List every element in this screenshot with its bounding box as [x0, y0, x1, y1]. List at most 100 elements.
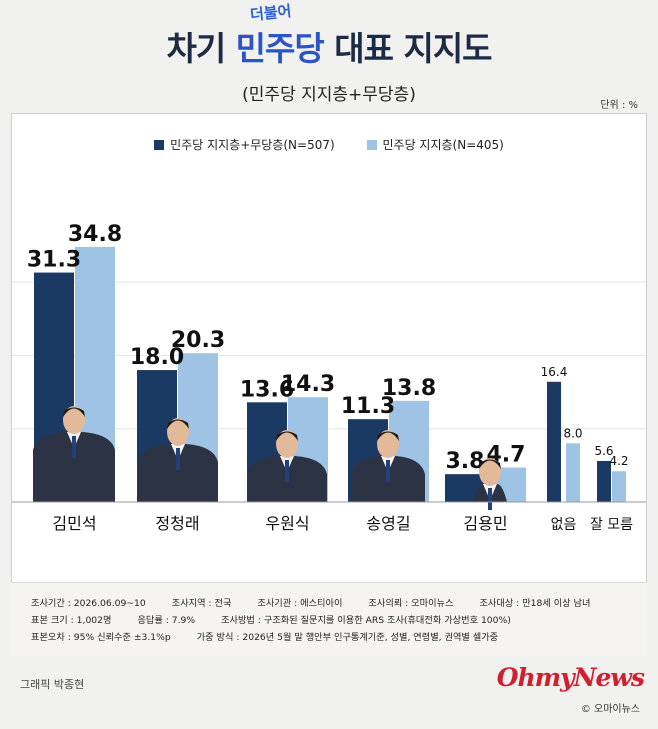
category-label-정청래: 정청래: [155, 514, 199, 533]
bar-잘 모름-series2: [612, 471, 626, 502]
copyright: © 오마이뉴스: [580, 704, 640, 715]
survey-info-value: 1,002명: [76, 615, 112, 626]
data-label-정청래-series2: 20.3: [171, 328, 225, 353]
subtitle: (민주당 지지층+무당층): [242, 85, 416, 105]
candidate-photo-우원식-hair: [276, 431, 298, 441]
candidate-photo-송영길-head: [377, 430, 399, 458]
survey-info-item: 조사의뢰 : 오마이뉴스: [368, 598, 454, 609]
survey-info-item: 가중 방식 : 2026년 5월 말 행안부 인구통계기준, 성별, 연령별, …: [196, 632, 499, 643]
survey-info-key: 표본오차: [31, 632, 65, 643]
legend: 민주당 지지층+무당층(N=507) 민주당 지지층(N=405): [0, 136, 658, 153]
survey-info-value: 95% 신뢰수준 ±3.1%p: [73, 632, 171, 643]
unit-label: 단위 : %: [600, 100, 638, 111]
category-label-우원식: 우원식: [265, 514, 309, 533]
candidate-photo-정청래-tie: [176, 448, 180, 470]
legend-label-series2: 민주당 지지층(N=405): [382, 138, 504, 152]
survey-info-value: 구조화된 질문지를 이용한 ARS 조사(휴대전화 가상번호 100%): [263, 615, 511, 626]
title-party-text: 민주당: [235, 29, 325, 68]
chart-panel: [11, 113, 647, 656]
data-label-송영길-series1: 11.3: [341, 394, 395, 419]
survey-info-key: 조사대상: [479, 598, 514, 609]
survey-info-value: 2026.06.09~10: [73, 598, 146, 609]
data-label-없음-series2: 8.0: [563, 426, 582, 440]
survey-info-value: 7.9%: [171, 615, 196, 626]
category-label-없음: 없음: [551, 517, 577, 533]
title-suffix: 대표 지지도: [323, 29, 492, 68]
survey-info-key: 표본 크기: [31, 615, 68, 626]
data-label-김민석-series2: 34.8: [68, 222, 122, 247]
legend-item-series2: 민주당 지지층(N=405): [366, 136, 504, 153]
candidate-photo-우원식: [247, 430, 327, 502]
ohmynews-logo: OhmyNews: [496, 663, 645, 692]
survey-info-item: 표본오차 : 95% 신뢰수준 ±3.1%p: [31, 632, 171, 643]
bar-없음-series1: [547, 381, 561, 502]
category-label-잘 모름: 잘 모름: [590, 517, 633, 533]
data-label-우원식-series2: 14.3: [281, 372, 335, 397]
data-label-김용민-series1: 3.8: [446, 449, 485, 474]
title-container: 차기 더불어 민주당 대표 지지도: [0, 2, 658, 70]
category-label-김민석: 김민석: [52, 514, 96, 533]
survey-info-row-2: 표본오차 : 95% 신뢰수준 ±3.1%p 가중 방식 : 2026년 5월 말…: [31, 629, 524, 643]
candidate-photo-김용민-tie: [488, 488, 492, 510]
survey-info-value: 만18세 이상 남녀: [522, 598, 591, 609]
candidate-photo-김용민: [473, 458, 507, 510]
candidate-photo-정청래-suit: [138, 444, 218, 502]
survey-info-value: 에스티아이: [300, 598, 343, 609]
candidate-photo-김민석-suit: [33, 432, 115, 502]
candidate-photo-김용민-hair: [479, 459, 501, 469]
candidate-photo-송영길-hair: [377, 431, 399, 441]
legend-label-series1: 민주당 지지층+무당층(N=507): [170, 138, 335, 152]
data-label-김민석-series1: 31.3: [27, 248, 81, 273]
candidate-photo-김민석-head: [63, 406, 85, 434]
survey-info-value: 2026년 5월 말 행안부 인구통계기준, 성별, 연령별, 권역별 셀가중: [242, 632, 499, 643]
data-label-우원식-series1: 13.6: [240, 377, 294, 402]
survey-info-key: 조사기관: [257, 598, 292, 609]
candidate-photo-김민석-hair: [63, 407, 85, 417]
category-label-김용민: 김용민: [463, 514, 507, 533]
candidate-photo-김민석-tie: [72, 436, 76, 458]
data-label-잘 모름-series2: 4.2: [609, 454, 628, 468]
data-label-잘 모름-series1: 5.6: [594, 444, 613, 458]
candidate-photo-송영길: [351, 430, 425, 502]
survey-info: 조사기간 : 2026.06.09~10 조사지역 : 전국 조사기관 : 에스티아…: [11, 582, 647, 656]
candidate-photo-정청래-hair: [167, 419, 189, 429]
survey-info-item: 응답률 : 7.9%: [137, 615, 196, 626]
survey-info-key: 조사의뢰: [368, 598, 403, 609]
candidate-photo-우원식-tie: [285, 460, 289, 482]
survey-info-item: 표본 크기 : 1,002명: [31, 615, 112, 626]
graphic-credit: 그래픽 박종현: [20, 678, 85, 691]
candidate-photo-김민석: [33, 406, 115, 502]
survey-info-row-0: 조사기간 : 2026.06.09~10 조사지역 : 전국 조사기관 : 에스티아…: [31, 595, 616, 609]
survey-info-item: 조사방법 : 구조화된 질문지를 이용한 ARS 조사(휴대전화 가상번호 10…: [221, 615, 511, 626]
legend-swatch-series2: [366, 140, 377, 150]
candidate-photo-송영길-tie: [386, 460, 390, 482]
bar-잘 모름-series1: [597, 460, 611, 502]
survey-info-item: 조사기관 : 에스티아이: [257, 598, 343, 609]
candidate-photo-정청래: [138, 418, 218, 502]
survey-info-key: 조사방법: [221, 615, 255, 626]
survey-info-item: 조사대상 : 만18세 이상 남녀: [479, 598, 591, 609]
page-title: 차기 더불어 민주당 대표 지지도: [166, 2, 492, 70]
survey-info-value: 오마이뉴스: [411, 598, 454, 609]
data-label-송영길-series2: 13.8: [382, 376, 436, 401]
bar-없음-series2: [566, 443, 580, 502]
data-label-없음-series1: 16.4: [541, 365, 568, 379]
survey-info-key: 가중 방식: [196, 632, 234, 643]
survey-info-item: 조사지역 : 전국: [171, 598, 232, 609]
survey-info-key: 조사기간: [31, 598, 65, 609]
survey-info-key: 응답률: [137, 615, 163, 626]
survey-info-value: 전국: [214, 598, 232, 609]
legend-item-series1: 민주당 지지층+무당층(N=507): [154, 136, 335, 153]
category-label-송영길: 송영길: [366, 514, 410, 533]
candidate-photo-김용민-head: [479, 458, 501, 486]
title-party: 더불어 민주당: [235, 2, 325, 70]
title-prefix: 차기: [166, 29, 236, 68]
survey-info-key: 조사지역: [171, 598, 206, 609]
candidate-photo-우원식-head: [276, 430, 298, 458]
data-label-정청래-series1: 18.0: [130, 345, 184, 370]
legend-swatch-series1: [154, 140, 165, 150]
survey-info-item: 조사기간 : 2026.06.09~10: [31, 598, 146, 609]
survey-info-row-1: 표본 크기 : 1,002명 응답률 : 7.9% 조사방법 : 구조화된 질문지를…: [31, 612, 537, 626]
candidate-photo-정청래-head: [167, 418, 189, 446]
